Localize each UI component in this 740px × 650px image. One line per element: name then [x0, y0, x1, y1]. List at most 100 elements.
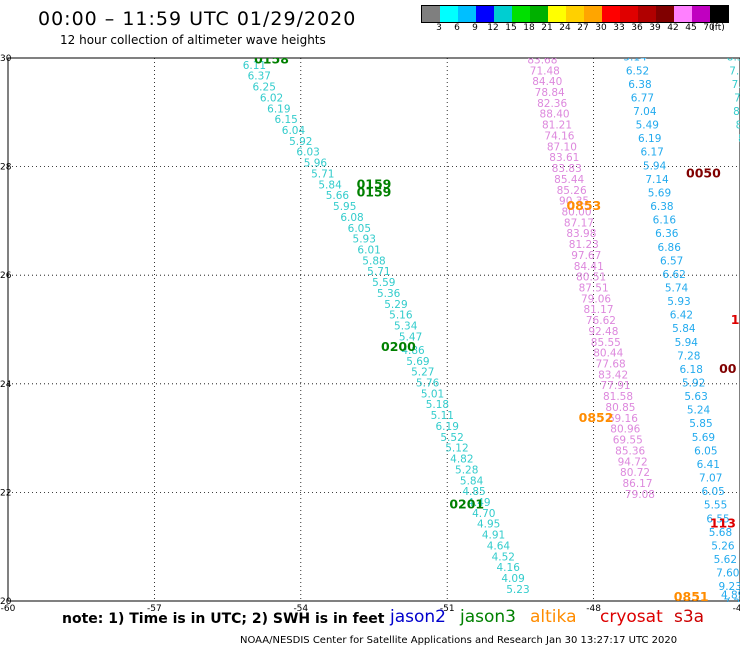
scale-label: 39	[649, 23, 661, 33]
swh-value: 90.35	[559, 196, 589, 208]
swh-value: 78.84	[535, 87, 565, 99]
swh-value: 4.64	[487, 540, 511, 552]
scale-swatch	[620, 6, 638, 22]
swh-value: 81.17	[583, 304, 613, 316]
swh-value: 7.8	[732, 79, 740, 91]
swh-value: 6.36	[655, 228, 679, 240]
swh-value: 77.91	[601, 380, 631, 392]
swh-value: 77.68	[596, 359, 626, 371]
scale-swatch	[422, 6, 440, 22]
scale-label: 24	[559, 23, 571, 33]
pass-time-label: 0050	[686, 165, 721, 180]
swh-value: 7.29	[723, 597, 740, 609]
swh-value: 6.05	[701, 486, 724, 498]
legend-altika: altika	[530, 607, 577, 627]
swh-value: 76.62	[586, 315, 616, 327]
track-jason2: 5.146.526.386.777.045.496.196.175.947.14…	[623, 58, 740, 609]
scale-swatch	[548, 6, 566, 22]
credit-line: NOAA/NESDIS Center for Satellite Applica…	[240, 635, 678, 646]
swh-value: 80.96	[610, 424, 640, 436]
grid-lines	[8, 58, 740, 601]
y-tick-label: 30	[0, 54, 12, 64]
page-title: 00:00 – 11:59 UTC 01/29/2020	[38, 8, 357, 30]
swh-value: 5.34	[394, 321, 418, 333]
swh-value: 6.38	[650, 201, 673, 213]
swh-value: 6.16	[653, 215, 677, 227]
swh-value: 5.28	[455, 464, 478, 476]
swh-value: 6.62	[662, 269, 685, 281]
swh-value: 6.37	[248, 71, 271, 83]
y-tick-label: 24	[0, 380, 12, 390]
swh-value: 80.00	[561, 206, 591, 218]
pass-time-label: 0851	[674, 589, 709, 604]
swh-value: 84.40	[532, 76, 562, 88]
swh-value: 5.88	[362, 255, 385, 267]
scale-label: 21	[541, 23, 553, 33]
swh-value: 6.04	[282, 125, 306, 137]
swh-value: 5.76	[416, 378, 440, 390]
scale-swatch	[476, 6, 494, 22]
pass-time-label: 0853	[566, 198, 601, 213]
swh-value: 5.92	[289, 136, 312, 148]
swh-value: 6.08	[340, 212, 363, 224]
swh-value: 83.68	[527, 54, 557, 66]
swh-value: 81.23	[569, 239, 599, 251]
pass-time-label: 0158	[254, 51, 289, 66]
swh-value: 7.14	[645, 174, 669, 186]
scale-swatch	[674, 6, 692, 22]
swh-value: 4.89	[721, 589, 740, 601]
track-cryosat: 8.57.67.87.88.308.818.688.127.837.767.78…	[727, 58, 740, 145]
swh-value: 5.69	[406, 356, 429, 368]
swh-value: 69.55	[613, 435, 643, 447]
swh-value: 4.16	[497, 562, 521, 574]
swh-value: 7.6	[729, 65, 740, 77]
scale-label: 36	[631, 23, 643, 33]
swh-value: 5.23	[506, 584, 529, 596]
scale-label: 18	[523, 23, 535, 33]
pass-time-label: 0200	[381, 339, 416, 354]
swh-value: 6.05	[694, 445, 717, 457]
swh-value: 6.02	[260, 92, 283, 104]
track-jason3: 5.766.116.376.256.026.196.156.045.926.03…	[235, 58, 529, 596]
swh-value: 5.11	[431, 410, 454, 422]
satellite-tracks: 5.766.116.376.256.026.196.156.045.926.03…	[235, 54, 740, 609]
scale-swatch	[656, 6, 674, 22]
scale-label: 45	[685, 23, 697, 33]
swh-value: 87.10	[547, 141, 577, 153]
scale-swatch	[530, 6, 548, 22]
swh-value: 5.55	[704, 500, 727, 512]
swh-value: 6.41	[697, 459, 720, 471]
swh-value: 82.36	[537, 98, 567, 110]
swh-value: 88.40	[540, 109, 570, 121]
y-tick-label: 28	[0, 163, 12, 173]
swh-value: 85.36	[615, 445, 645, 457]
swh-value: 5.59	[372, 277, 395, 289]
scale-swatch	[440, 6, 458, 22]
swh-value: 74.16	[544, 130, 574, 142]
swh-value: 6.19	[436, 421, 459, 433]
pass-time-label: 0852	[579, 410, 614, 425]
swh-value: 5.94	[675, 337, 699, 349]
scale-label: 70	[703, 23, 715, 33]
scale-swatch	[512, 6, 530, 22]
swh-value: 5.49	[636, 120, 659, 132]
y-tick-label: 26	[0, 271, 12, 281]
swh-value: 4.52	[492, 551, 515, 563]
swh-value: 5.95	[333, 201, 356, 213]
scale-swatch	[638, 6, 656, 22]
swh-value: 4.91	[482, 530, 505, 542]
swh-value: 4.95	[477, 519, 500, 531]
swh-value: 85.26	[557, 185, 587, 197]
swh-value: 79.08	[625, 489, 655, 501]
legend-cryosat: cryosat	[600, 607, 663, 627]
swh-value: 6.42	[670, 310, 693, 322]
swh-value: 80.44	[593, 348, 623, 360]
swh-value: 5.18	[426, 399, 449, 411]
swh-value: 5.01	[421, 388, 444, 400]
swh-value: 80.72	[620, 467, 650, 479]
scale-swatch	[458, 6, 476, 22]
swh-value: 7.8	[734, 92, 740, 104]
swh-value: 4.49	[467, 497, 490, 509]
pass-time-label: 0159	[357, 184, 392, 199]
